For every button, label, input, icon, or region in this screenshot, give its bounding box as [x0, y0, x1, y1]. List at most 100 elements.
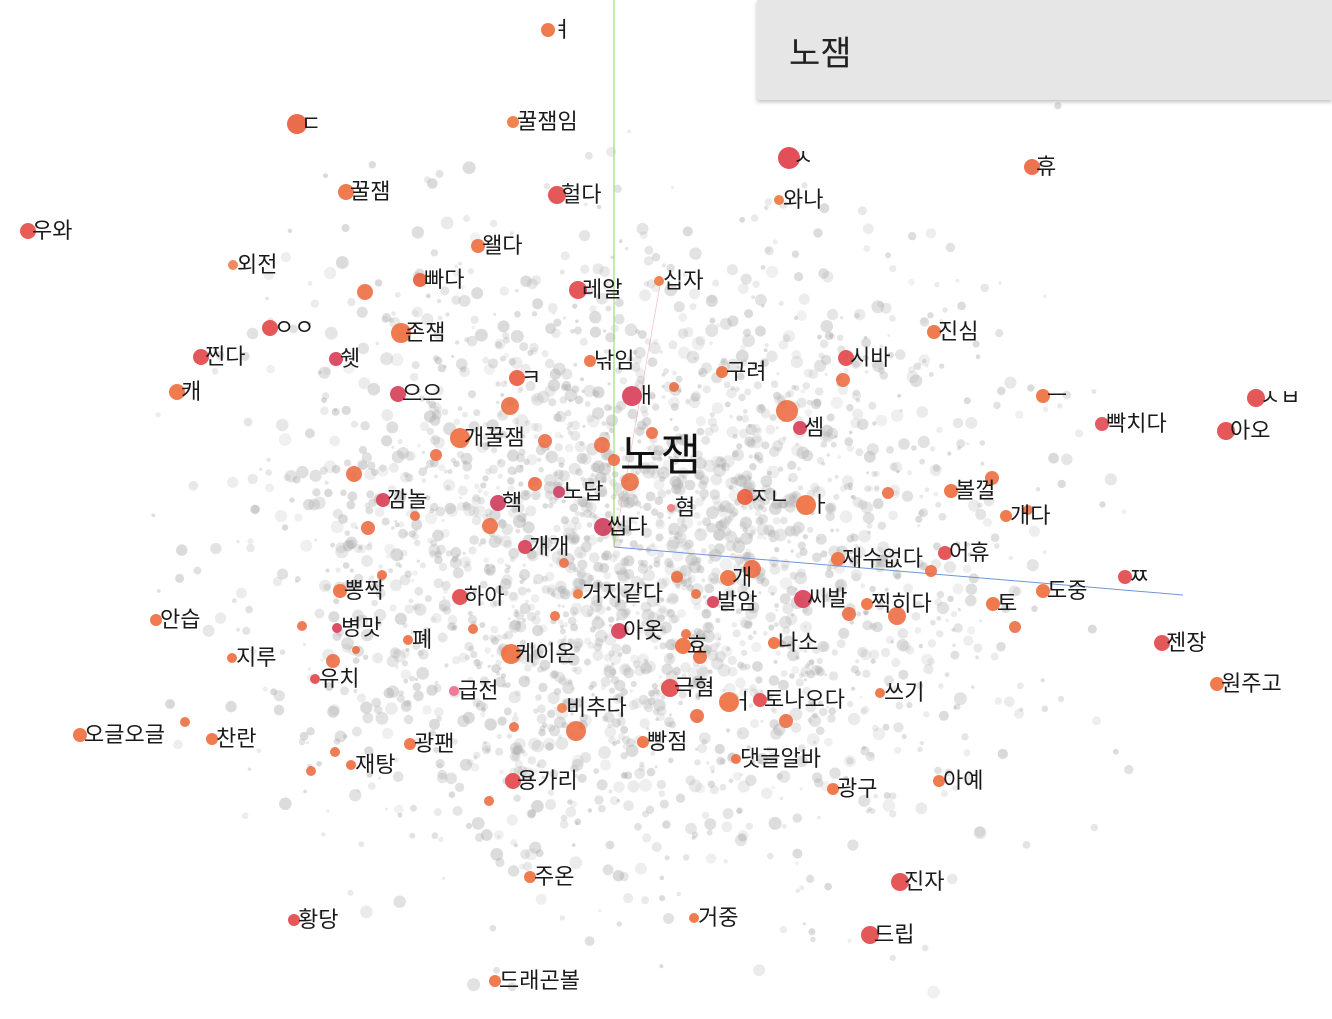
neighbor-label[interactable]: 진자 [904, 870, 944, 895]
neighbor-label[interactable]: 으으 [402, 382, 442, 407]
neighbor-point[interactable] [622, 386, 642, 406]
neighbor-point[interactable] [1036, 584, 1050, 598]
neighbor-label[interactable]: 병맛 [341, 616, 381, 641]
neighbor-point[interactable] [608, 454, 620, 466]
neighbor-point[interactable] [861, 598, 873, 610]
neighbor-label[interactable]: 아오 [1230, 419, 1270, 444]
neighbor-label[interactable]: ㅇㅇ [274, 316, 314, 341]
neighbor-label[interactable]: 휴 [1036, 155, 1056, 180]
neighbor-point[interactable] [346, 760, 356, 770]
neighbor-point[interactable] [1247, 389, 1265, 407]
neighbor-label[interactable]: ㅡ [1047, 384, 1067, 409]
neighbor-label[interactable]: 혐 [675, 496, 695, 521]
neighbor-label[interactable]: 도중 [1047, 579, 1087, 604]
neighbor-point[interactable] [776, 400, 798, 422]
neighbor-label[interactable]: ㄷ [301, 112, 321, 137]
neighbor-point[interactable] [329, 352, 343, 366]
neighbor-label[interactable]: 꿀잼임 [517, 110, 578, 135]
focus-word-label[interactable]: 노잼 [620, 430, 701, 481]
neighbor-point[interactable] [410, 511, 420, 521]
neighbor-point[interactable] [661, 679, 679, 697]
neighbor-label[interactable]: 토나오다 [764, 688, 845, 713]
neighbor-point[interactable] [569, 281, 587, 299]
neighbor-label[interactable]: 나소 [778, 631, 818, 656]
neighbor-label[interactable]: ㅉ [1129, 565, 1149, 590]
neighbor-label[interactable]: 씨발 [807, 587, 847, 612]
neighbor-point[interactable] [671, 571, 683, 583]
neighbor-label[interactable]: 광구 [837, 777, 877, 802]
neighbor-label[interactable]: 빵점 [647, 730, 687, 755]
neighbor-point[interactable] [489, 975, 501, 987]
neighbor-label[interactable]: ㅐ [636, 384, 656, 409]
neighbor-point[interactable] [691, 589, 701, 599]
neighbor-label[interactable]: 토 [997, 592, 1017, 617]
neighbor-label[interactable]: 쉣 [340, 347, 360, 372]
neighbor-point[interactable] [333, 584, 347, 598]
neighbor-label[interactable]: 시바 [850, 346, 890, 371]
neighbor-point[interactable] [206, 733, 218, 745]
neighbor-point[interactable] [20, 223, 36, 239]
neighbor-point[interactable] [944, 484, 958, 498]
neighbor-point[interactable] [1000, 510, 1012, 522]
neighbor-point[interactable] [654, 276, 664, 286]
neighbor-point[interactable] [297, 621, 307, 631]
neighbor-label[interactable]: 개다 [1010, 504, 1050, 529]
neighbor-label[interactable]: 낚임 [594, 349, 634, 374]
neighbor-label[interactable]: 케이온 [515, 642, 576, 667]
neighbor-label[interactable]: 아옷 [623, 619, 663, 644]
neighbor-label[interactable]: 거지같다 [582, 582, 663, 607]
neighbor-point[interactable] [719, 692, 739, 712]
neighbor-point[interactable] [986, 597, 1000, 611]
neighbor-point[interactable] [501, 644, 521, 664]
neighbor-point[interactable] [681, 629, 691, 639]
neighbor-label[interactable]: 와나 [783, 188, 823, 213]
neighbor-point[interactable] [390, 386, 406, 402]
neighbor-point[interactable] [484, 796, 494, 806]
neighbor-label[interactable]: 원주고 [1221, 672, 1282, 697]
neighbor-point[interactable] [338, 184, 354, 200]
neighbor-point[interactable] [528, 477, 542, 491]
neighbor-point[interactable] [1095, 417, 1109, 431]
neighbor-point[interactable] [430, 449, 442, 461]
neighbor-label[interactable]: 캐 [181, 380, 201, 405]
neighbor-point[interactable] [875, 688, 885, 698]
neighbor-point[interactable] [1154, 635, 1170, 651]
neighbor-point[interactable] [689, 913, 699, 923]
neighbor-label[interactable]: 꿀잼 [350, 180, 390, 205]
neighbor-point[interactable] [73, 728, 87, 742]
neighbor-label[interactable]: 핵 [502, 491, 522, 516]
neighbor-point[interactable] [550, 611, 560, 621]
neighbor-label[interactable]: 왤다 [482, 234, 522, 259]
neighbor-point[interactable] [180, 717, 190, 727]
neighbor-label[interactable]: 오글오글 [84, 723, 165, 748]
neighbor-point[interactable] [891, 873, 909, 891]
neighbor-label[interactable]: 주온 [534, 865, 574, 890]
neighbor-point[interactable] [169, 384, 185, 400]
neighbor-label[interactable]: 외전 [237, 253, 277, 278]
neighbor-label[interactable]: ㅓ [733, 690, 753, 715]
neighbor-point[interactable] [646, 427, 658, 439]
neighbor-label[interactable]: 빠다 [424, 268, 464, 293]
neighbor-point[interactable] [737, 489, 753, 505]
neighbor-label[interactable]: 폐 [412, 628, 432, 653]
neighbor-point[interactable] [482, 518, 498, 534]
neighbor-label[interactable]: ㅏ [810, 493, 830, 518]
neighbor-point[interactable] [594, 437, 610, 453]
neighbor-label[interactable]: 개개 [529, 535, 569, 560]
neighbor-point[interactable] [793, 421, 807, 435]
neighbor-label[interactable]: 찍히다 [871, 592, 932, 617]
neighbor-point[interactable] [357, 284, 373, 300]
neighbor-label[interactable]: 레알 [582, 278, 622, 303]
neighbor-point[interactable] [779, 714, 793, 728]
neighbor-point[interactable] [611, 623, 627, 639]
neighbor-point[interactable] [753, 693, 767, 707]
neighbor-point[interactable] [326, 654, 340, 668]
neighbor-label[interactable]: 존잼 [405, 321, 445, 346]
neighbor-point[interactable] [490, 495, 506, 511]
neighbor-point[interactable] [985, 471, 999, 485]
neighbor-point[interactable] [794, 590, 812, 608]
neighbor-point[interactable] [778, 147, 800, 169]
neighbor-point[interactable] [150, 614, 162, 626]
neighbor-point[interactable] [330, 747, 340, 757]
